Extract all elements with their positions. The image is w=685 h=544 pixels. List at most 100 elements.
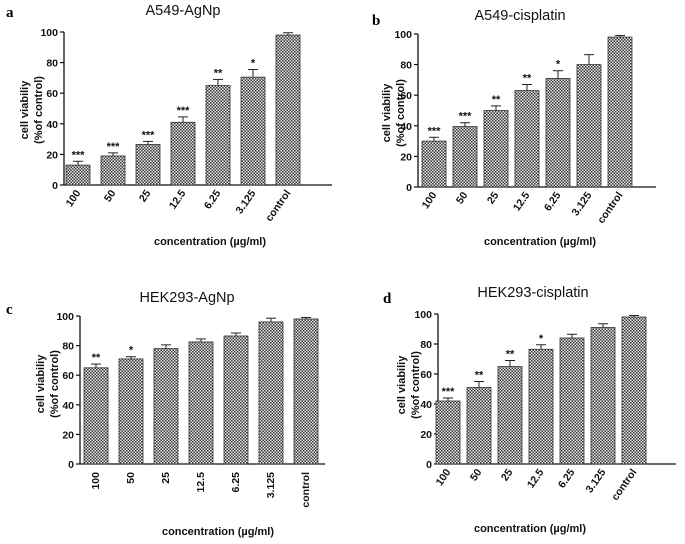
bar: [83, 367, 109, 465]
y-tick-label: 20: [46, 149, 58, 161]
x-tick-label: 100: [420, 190, 440, 211]
bar: [483, 110, 509, 188]
x-tick-label: 25: [485, 190, 502, 207]
x-tick-label: 25: [499, 467, 516, 484]
x-tick-label: 6.25: [556, 467, 578, 491]
significance-label: *: [539, 333, 544, 345]
bar: [621, 316, 647, 465]
x-axis-label: concentration (µg/ml): [474, 523, 586, 535]
y-tick-label: 60: [46, 88, 58, 100]
chart-title: A549-cisplatin: [474, 8, 565, 24]
x-tick-label: 100: [64, 188, 84, 209]
y-axis-label-line: (%of control): [410, 351, 422, 419]
y-tick-label: 40: [46, 119, 58, 131]
bar: [65, 164, 91, 186]
x-tick-label: control: [263, 188, 293, 224]
panel-letter: d: [383, 291, 392, 307]
bar: [205, 85, 231, 186]
bar: [607, 36, 633, 188]
chart-title: A549-AgNp: [146, 3, 221, 19]
y-tick-label: 20: [400, 151, 412, 163]
bar: [576, 64, 602, 188]
bar: [293, 318, 319, 465]
x-tick-label: 12.5: [195, 472, 207, 493]
chart-panel-b: b A549-cisplatin020406080100***100***50**…: [372, 8, 656, 248]
panel-letter: a: [6, 5, 14, 21]
x-tick-label: 50: [102, 188, 119, 205]
significance-label: ***: [177, 105, 191, 117]
chart-panel-c: c HEK293-AgNp 0 20 40 60 80 100 ** 100 * 50 25 12.5 6.…: [6, 290, 325, 538]
y-tick-label: 100: [40, 27, 58, 39]
x-tick-label: 25: [160, 472, 172, 484]
bar: [466, 387, 492, 465]
panel-letter: b: [372, 13, 380, 29]
x-tick-label: 50: [468, 467, 485, 484]
x-tick-label: control: [300, 472, 312, 508]
x-tick-label: control: [595, 190, 625, 226]
bar: [497, 366, 523, 465]
x-tick-label: 12.5: [525, 467, 547, 491]
bar: [100, 155, 126, 186]
bar: [545, 77, 571, 188]
x-tick-label: 6.25: [202, 188, 224, 212]
y-axis-label: cell viabiliy (%of control): [381, 79, 407, 147]
y-tick-label: 100: [56, 311, 74, 323]
significance-label: ***: [442, 386, 456, 398]
chart-panel-a: a A549-AgNp020406080100***100***50***25**…: [6, 3, 332, 248]
y-axis-label-line: (%of control): [33, 76, 45, 144]
y-tick-label: 80: [400, 60, 412, 72]
y-tick-label: 60: [62, 370, 74, 382]
y-tick-label: 40: [62, 400, 74, 412]
significance-label: *: [129, 345, 134, 357]
bar: [135, 144, 161, 186]
bar: [514, 90, 540, 188]
significance-label: **: [214, 67, 223, 79]
significance-label: ***: [72, 149, 86, 161]
y-tick-label: 0: [52, 180, 58, 192]
y-axis-label: cell viabiliy (%of control): [396, 351, 422, 419]
y-tick-label: 100: [414, 309, 432, 321]
significance-label: ***: [107, 141, 121, 153]
significance-label: **: [475, 370, 484, 382]
panel-letter: c: [6, 302, 13, 318]
chart-panel-d: d HEK293-cisplatin020406080100***100**50*…: [383, 285, 676, 535]
chart-title: HEK293-AgNp: [139, 290, 234, 306]
bar: [223, 335, 249, 465]
y-tick-label: 0: [426, 459, 432, 471]
x-tick-label: 6.25: [230, 472, 242, 493]
y-tick-label: 0: [68, 459, 74, 471]
x-tick-label: 50: [454, 190, 471, 207]
bar: [435, 400, 461, 465]
bar: [559, 337, 585, 465]
y-axis-label-line: (%of control): [395, 79, 407, 147]
bar: [275, 34, 301, 186]
y-axis-label-line: cell viabiliy: [35, 354, 47, 414]
x-axis-label: concentration (µg/ml): [154, 236, 266, 248]
bar: [590, 327, 616, 465]
chart-title: HEK293-cisplatin: [477, 285, 588, 301]
y-tick-label: 40: [420, 399, 432, 411]
y-axis-label: cell viabiliy (%of control): [35, 350, 61, 418]
bar: [118, 358, 144, 465]
x-tick-label: 12.5: [511, 190, 533, 214]
bar: [170, 121, 196, 186]
significance-label: ***: [428, 125, 442, 137]
bar: [528, 348, 554, 465]
x-tick-label: 6.25: [542, 190, 564, 214]
y-axis-label-line: cell viabiliy: [381, 83, 393, 143]
y-tick-label: 20: [62, 429, 74, 441]
y-axis-label: cell viabiliy (%of control): [19, 76, 45, 144]
bar: [452, 126, 478, 188]
y-axis-label-line: cell viabiliy: [396, 355, 408, 415]
significance-label: ***: [459, 111, 473, 123]
bar: [258, 321, 284, 465]
y-tick-label: 20: [420, 429, 432, 441]
x-tick-label: 12.5: [167, 188, 189, 212]
y-axis-label-line: cell viabiliy: [19, 80, 31, 140]
y-tick-label: 60: [400, 90, 412, 102]
x-tick-label: 3.125: [584, 467, 609, 496]
y-tick-label: 0: [406, 182, 412, 194]
bar: [153, 348, 179, 465]
y-tick-label: 80: [62, 341, 74, 353]
